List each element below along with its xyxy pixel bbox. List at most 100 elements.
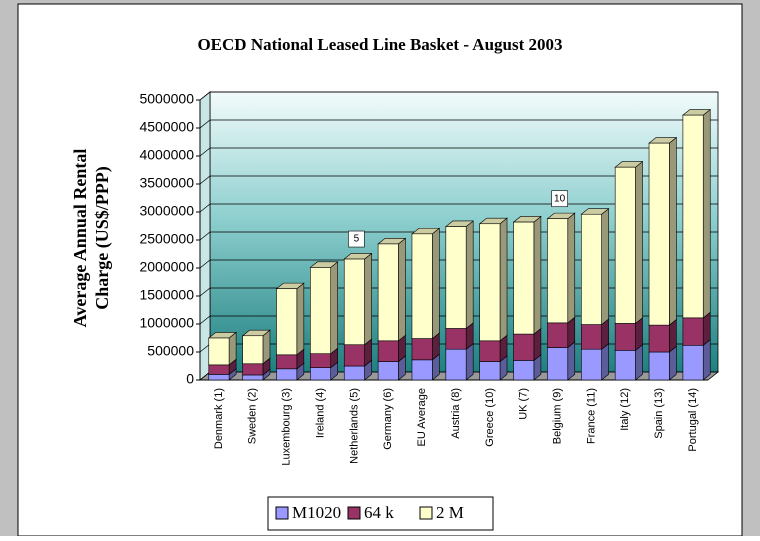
bar (377, 243, 399, 342)
y-tick-label: 0 (186, 371, 194, 387)
bar (547, 218, 569, 324)
bar (513, 221, 535, 335)
x-tick-label: Austria (8) (450, 388, 462, 439)
x-tick-label: France (11) (585, 388, 597, 444)
bar (479, 340, 501, 362)
chart-title: OECD National Leased Line Basket - Augus… (197, 35, 562, 54)
annotation: 5 (354, 234, 360, 245)
y-axis-label: Charge (US$/PPP) (92, 166, 113, 309)
bar-side (398, 237, 406, 342)
bar (513, 360, 535, 381)
bar (614, 323, 636, 351)
annotation-box (551, 190, 568, 208)
bar-side (330, 261, 338, 355)
bar (445, 348, 467, 381)
bar (276, 354, 298, 370)
bar-side (669, 136, 677, 326)
bar (445, 328, 467, 350)
bar-side (702, 108, 711, 319)
bar-side (635, 344, 643, 381)
bar-side (296, 282, 305, 356)
grid-line (199, 147, 718, 157)
y-tick-label: 500000 (147, 343, 194, 359)
bar (242, 335, 264, 365)
bar (479, 223, 501, 342)
y-tick-label: 4500000 (139, 119, 194, 135)
y-tick-label: 3500000 (139, 175, 194, 191)
bar (276, 368, 298, 381)
bar (581, 348, 602, 381)
x-tick-label: Luxembourg (3) (281, 388, 293, 466)
bar-side (431, 227, 440, 340)
bar (648, 324, 670, 353)
x-tick-label: Germany (6) (382, 388, 394, 450)
legend (267, 496, 494, 531)
bar (208, 374, 230, 381)
grid-line (199, 91, 718, 101)
bar (310, 367, 331, 381)
bar (547, 322, 569, 348)
x-tick-label: Ireland (4) (314, 388, 326, 438)
bar-side (499, 217, 508, 342)
bar (343, 365, 365, 381)
y-tick-label: 3000000 (139, 203, 194, 219)
grid-line (199, 203, 718, 213)
bar (242, 363, 264, 376)
x-tick-label: Netherlands (5) (348, 388, 360, 464)
grid-line (199, 119, 718, 129)
x-tick-label: Sweden (2) (247, 388, 259, 444)
bar (614, 350, 636, 381)
bar (310, 267, 331, 354)
bar-side (465, 342, 474, 381)
annotation: 10 (554, 193, 566, 204)
bar (276, 288, 298, 356)
bar (648, 351, 670, 381)
bar (411, 359, 433, 381)
bar (445, 226, 467, 329)
bar (479, 361, 501, 381)
bar (648, 142, 670, 326)
y-tick-label: 1000000 (139, 315, 194, 331)
bar (581, 213, 602, 325)
bar-side (567, 212, 576, 324)
x-tick-label: UK (7) (518, 388, 530, 420)
bar (343, 258, 365, 346)
x-tick-label: Belgium (9) (552, 388, 564, 444)
x-tick-label: Denmark (1) (213, 388, 225, 449)
bar (411, 233, 433, 339)
bar (581, 324, 602, 350)
bar (682, 114, 704, 319)
legend-swatch (275, 506, 289, 520)
x-tick-label: EU Average (416, 388, 428, 447)
bar (547, 347, 569, 381)
x-tick-label: Spain (13) (653, 388, 665, 439)
bar (513, 333, 535, 361)
bar-side (364, 252, 372, 346)
bar (208, 364, 230, 375)
bar (377, 361, 399, 381)
bar-side (533, 215, 542, 335)
bar (377, 340, 399, 362)
y-axis-label: Average Annual Rental (70, 149, 90, 328)
legend-label: 2 M (436, 503, 464, 522)
bar-side (601, 208, 609, 326)
bar (208, 337, 230, 366)
bar-side (601, 342, 609, 381)
x-tick-label: Greece (10) (484, 388, 496, 447)
bar-side (465, 220, 474, 330)
bar (614, 166, 636, 324)
bar (310, 353, 331, 368)
grid-line (199, 175, 718, 185)
bar (343, 344, 365, 367)
y-tick-label: 2000000 (139, 259, 194, 275)
legend-label: M1020 (292, 503, 341, 522)
y-tick-label: 5000000 (139, 91, 194, 107)
bar-side (635, 160, 643, 325)
bar-side (567, 341, 576, 381)
bar (242, 374, 264, 381)
legend-label: 64 k (364, 503, 394, 522)
x-tick-label: Italy (12) (619, 388, 631, 431)
bar (682, 344, 704, 381)
bar-side (702, 339, 711, 381)
